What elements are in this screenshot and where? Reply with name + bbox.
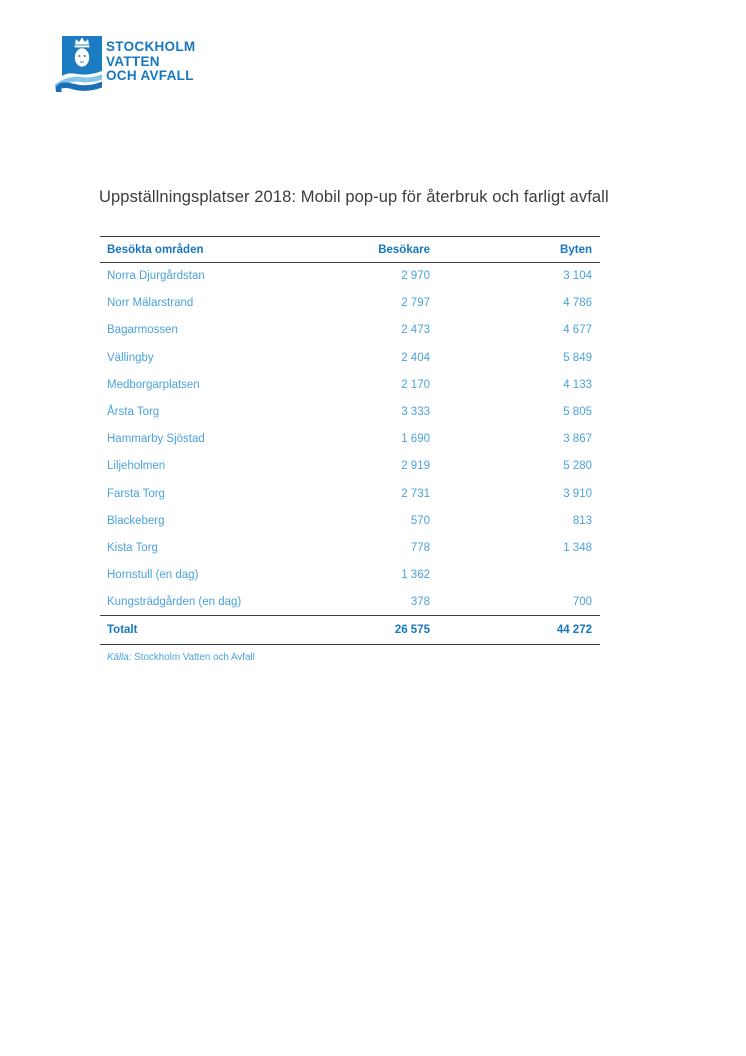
exchanges-cell: 700 — [572, 596, 592, 609]
exchanges-cell: 3 104 — [563, 270, 592, 283]
exchanges-cell: 4 786 — [563, 297, 592, 310]
table-row: Norra Djurgårdstan 2 970 3 104 — [100, 263, 600, 290]
exchanges-cell: 5 849 — [563, 351, 592, 364]
visitors-cell: 378 — [410, 596, 430, 609]
visitors-cell: 2 731 — [401, 487, 430, 500]
total-exchanges-cell: 44 272 — [430, 615, 600, 646]
exchanges-cell: 3 867 — [563, 433, 592, 446]
area-cell: Liljeholmen — [107, 460, 166, 473]
total-label-cell: Totalt — [100, 615, 320, 646]
exchanges-cell: 1 348 — [563, 541, 592, 554]
area-cell: Norra Djurgårdstan — [107, 270, 205, 283]
area-cell: Hammarby Sjöstad — [107, 433, 205, 446]
area-cell: Norr Mälarstrand — [107, 297, 194, 310]
column-header-exchanges: Byten — [430, 236, 600, 263]
stockholm-vatten-logo: STOCKHOLM VATTEN OCH AVFALL — [55, 36, 195, 92]
logo-wordmark-line2: VATTEN — [106, 53, 160, 69]
area-cell: Årsta Torg — [107, 406, 160, 419]
visitors-cell: 1 690 — [401, 433, 430, 446]
exchanges-cell: 4 677 — [563, 324, 592, 337]
table-header-row: Besökta områden Besökare Byten — [100, 236, 600, 263]
visitors-cell: 570 — [410, 514, 430, 527]
area-cell: Medborgarplatsen — [107, 378, 200, 391]
exchanges-cell — [430, 562, 600, 589]
table-row: Vällingby 2 404 5 849 — [100, 344, 600, 371]
visitors-cell: 1 362 — [401, 569, 430, 582]
column-header-areas: Besökta områden — [100, 236, 320, 263]
total-visitors-cell: 26 575 — [320, 615, 430, 646]
stockholm-vatten-emblem-icon — [55, 36, 102, 92]
column-header-visitors: Besökare — [320, 236, 430, 263]
area-cell: Kista Torg — [107, 541, 158, 554]
table-row: Kista Torg 778 1 348 — [100, 534, 600, 561]
table-row: Farsta Torg 2 731 3 910 — [100, 480, 600, 507]
area-cell: Farsta Torg — [107, 487, 165, 500]
exchanges-cell: 4 133 — [563, 378, 592, 391]
visitors-cell: 778 — [410, 541, 430, 554]
visitors-cell: 2 170 — [401, 378, 430, 391]
visitors-cell: 2 970 — [401, 270, 430, 283]
area-cell: Blackeberg — [107, 514, 165, 527]
table-row: Norr Mälarstrand 2 797 4 786 — [100, 290, 600, 317]
data-table-container: Besökta områden Besökare Byten Norra Dju… — [100, 236, 600, 646]
visitors-cell: 2 473 — [401, 324, 430, 337]
table-total-row: Totalt 26 575 44 272 — [100, 615, 600, 646]
exchanges-cell: 3 910 — [563, 487, 592, 500]
visitors-cell: 2 404 — [401, 351, 430, 364]
source-label: Källa: — [107, 652, 132, 663]
table-row: Blackeberg 570 813 — [100, 507, 600, 534]
page-title: Uppställningsplatser 2018: Mobil pop-up … — [99, 188, 609, 206]
area-cell: Vällingby — [107, 351, 154, 364]
table-row: Årsta Torg 3 333 5 805 — [100, 398, 600, 425]
logo-wordmark-line1: STOCKHOLM — [106, 39, 196, 54]
table-row: Hammarby Sjöstad 1 690 3 867 — [100, 426, 600, 453]
data-table: Besökta områden Besökare Byten Norra Dju… — [100, 236, 600, 646]
table-row: Hornstull (en dag) 1 362 — [100, 562, 600, 589]
visitors-cell: 2 797 — [401, 297, 430, 310]
exchanges-cell: 813 — [572, 514, 592, 527]
table-row: Bagarmossen 2 473 4 677 — [100, 317, 600, 344]
visitors-cell: 3 333 — [401, 406, 430, 419]
table-row: Liljeholmen 2 919 5 280 — [100, 453, 600, 480]
table-row: Medborgarplatsen 2 170 4 133 — [100, 371, 600, 398]
table-row: Kungsträdgården (en dag) 378 700 — [100, 589, 600, 616]
exchanges-cell: 5 805 — [563, 406, 592, 419]
area-cell: Kungsträdgården (en dag) — [107, 596, 242, 609]
area-cell: Hornstull (en dag) — [107, 569, 199, 582]
logo-wordmark-line3: OCH AVFALL — [106, 68, 194, 84]
source-text: Stockholm Vatten och Avfall — [131, 652, 255, 663]
area-cell: Bagarmossen — [107, 324, 178, 337]
exchanges-cell: 5 280 — [563, 460, 592, 473]
visitors-cell: 2 919 — [401, 460, 430, 473]
logo-wordmark: STOCKHOLM VATTEN OCH AVFALL — [106, 39, 196, 84]
source-line: Källa: Stockholm Vatten och Avfall — [107, 652, 255, 663]
